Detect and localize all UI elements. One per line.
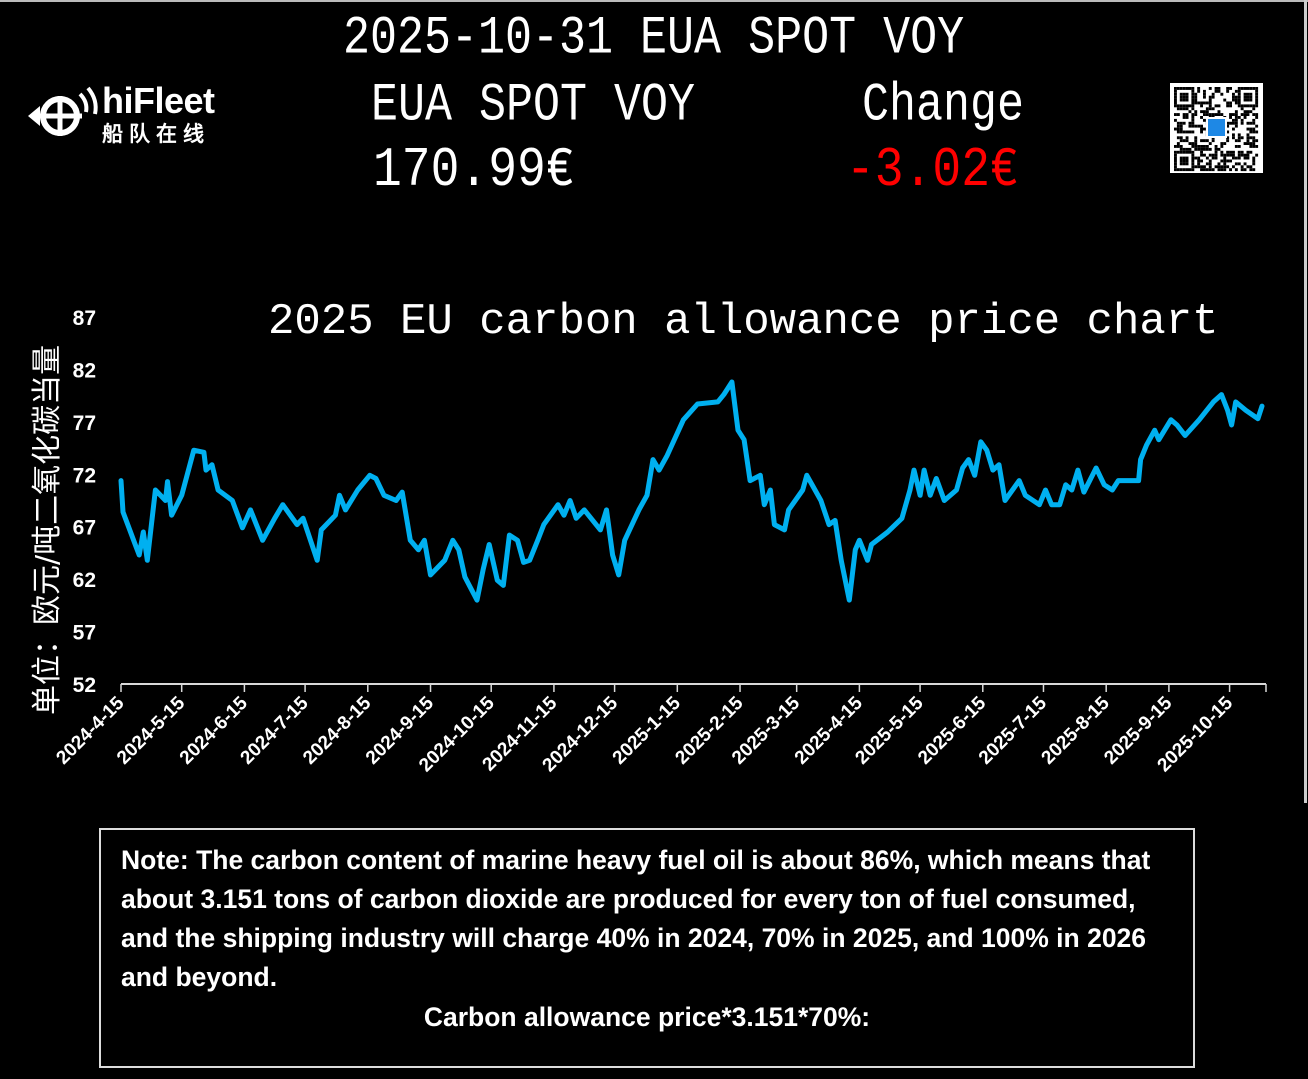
price-series-line [118,379,1265,603]
y-tick-label: 67 [73,517,96,540]
logo-brand-cn: 船队在线 [102,122,210,146]
ship-globe-icon [28,86,98,136]
note-formula: Carbon allowance price*3.151*70%: [423,1002,871,1032]
hifleet-logo: hiFleet 船队在线 [28,80,238,146]
change-label: Change [862,75,1025,137]
note-text: Note: The carbon content of marine heavy… [121,845,1151,992]
y-axis-label: 单位：欧元/吨二氧化碳当量 [30,344,65,715]
logo-brand: hiFleet [102,80,215,121]
page-title: 2025-10-31 EUA SPOT VOY [343,8,965,70]
price-chart: 2024-4-152024-5-152024-6-152024-7-152024… [52,307,1267,776]
y-tick-label: 57 [73,622,96,645]
right-border [1304,0,1307,803]
y-tick-label: 72 [73,464,96,487]
y-tick-label: 52 [73,674,96,697]
price-value: 170.99€ [373,140,575,203]
note-box: Note: The carbon content of marine heavy… [99,828,1195,1068]
y-tick-label: 62 [73,569,96,592]
y-tick-label: 87 [73,307,96,330]
chart-title: 2025 EU carbon allowance price chart [268,297,1219,347]
change-value: -3.02€ [846,140,1019,203]
y-tick-label: 82 [73,359,96,382]
qr-code-icon [1170,83,1263,173]
price-label: EUA SPOT VOY [371,75,696,137]
y-tick-label: 77 [73,412,96,435]
